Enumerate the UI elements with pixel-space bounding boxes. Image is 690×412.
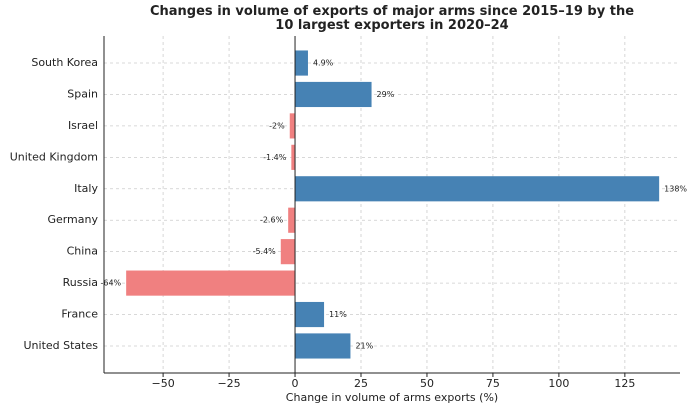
x-tick-label: 75 [486, 377, 500, 390]
y-tick-label: Italy [74, 182, 98, 195]
y-tick-label: United Kingdom [10, 150, 98, 163]
y-tick-label: Israel [68, 119, 98, 132]
bar [295, 301, 325, 328]
y-tick-label: United States [24, 339, 99, 352]
value-label: 4.9% [313, 59, 334, 68]
x-tick-label: −25 [217, 377, 240, 390]
bar [288, 207, 296, 233]
bar [295, 81, 372, 108]
value-label: 21% [355, 341, 373, 350]
value-label: -5.4% [253, 247, 277, 256]
x-tick-label: 50 [420, 377, 434, 390]
bar [289, 113, 296, 139]
value-label: -2.6% [260, 216, 284, 225]
y-tick-label: Russia [63, 276, 98, 289]
value-label: -1.4% [263, 153, 287, 162]
value-label: 11% [329, 310, 347, 319]
value-label: 29% [377, 90, 395, 99]
x-tick-label: 25 [354, 377, 368, 390]
value-label: -64% [100, 279, 121, 288]
x-tick-label: 0 [292, 377, 299, 390]
x-tick-label: 125 [614, 377, 635, 390]
bar [295, 333, 351, 359]
chart-title: Changes in volume of exports of major ar… [149, 4, 635, 33]
bar [126, 270, 296, 296]
y-tick-label: France [61, 308, 98, 321]
x-tick-label: −50 [151, 377, 174, 390]
y-tick-label: China [67, 245, 98, 258]
y-tick-label: Spain [67, 87, 98, 100]
value-label: 138% [664, 184, 687, 193]
x-axis-label: Change in volume of arms exports (%) [286, 391, 498, 404]
bar [280, 239, 296, 265]
y-tick-label: Germany [47, 213, 98, 226]
y-tick-label: South Korea [31, 56, 98, 69]
bar [291, 144, 296, 170]
x-tick-label: 100 [548, 377, 569, 390]
bar [295, 50, 308, 76]
bar [295, 176, 660, 202]
value-label: -2% [269, 121, 285, 130]
